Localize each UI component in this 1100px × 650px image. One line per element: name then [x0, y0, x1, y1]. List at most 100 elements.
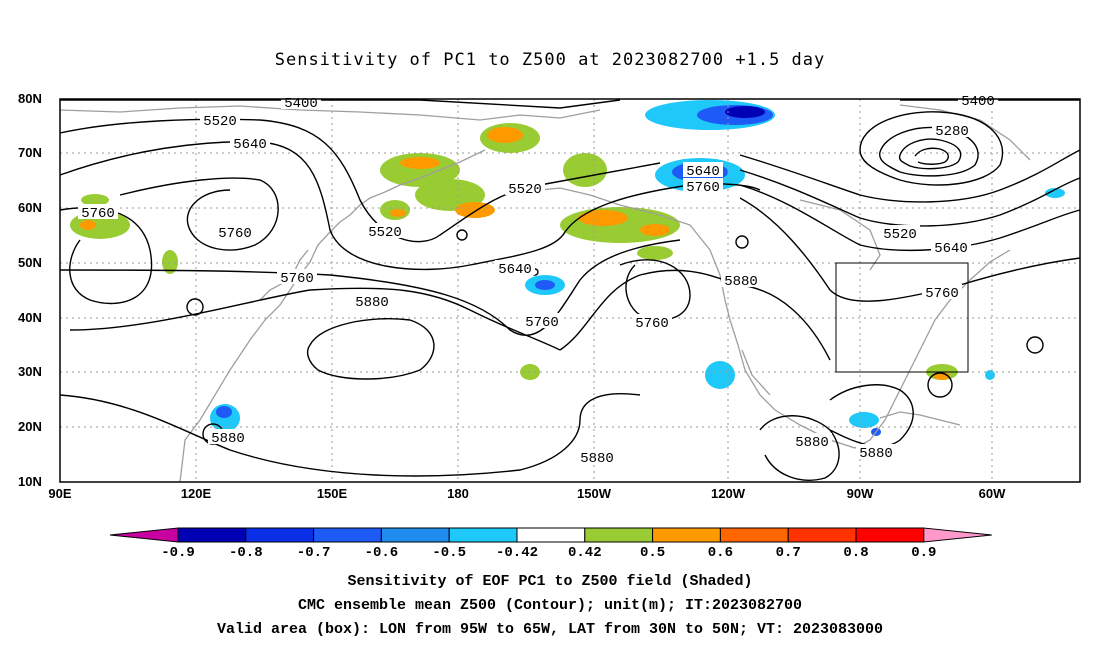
colorbar-bin: [380, 527, 450, 543]
caption-line-1: Sensitivity of EOF PC1 to Z500 field (Sh…: [347, 573, 753, 590]
colorbar-label: -0.8: [228, 545, 263, 561]
shade-negative: [705, 361, 735, 389]
coast-alaska: [539, 187, 739, 346]
contour-label-bg: [365, 223, 405, 238]
colorbar-label: -0.5: [432, 545, 466, 561]
colorbar-extend-low: [109, 527, 179, 543]
contour-label: 5640: [686, 164, 720, 180]
lat-tick-label: 80N: [18, 91, 42, 106]
shade-positive: [390, 209, 406, 217]
lat-tick-label: 40N: [18, 310, 42, 325]
shade-negative: [535, 280, 555, 290]
contour-label-bg: [932, 122, 972, 137]
contour-label: 5880: [580, 451, 614, 467]
colorbar-label: -0.42: [495, 545, 539, 561]
contour-label: 5760: [218, 226, 252, 242]
contour-5760: [59, 239, 681, 337]
colorbar-label: 0.42: [567, 545, 602, 561]
coast-hudson: [799, 199, 881, 271]
contour-5760: [119, 177, 279, 251]
colorbar-label: 0.9: [911, 545, 937, 561]
contour-label: 5880: [355, 295, 389, 311]
contour-label: 5640: [934, 241, 968, 257]
caption-line-3: Valid area (box): LON from 95W to 65W, L…: [216, 621, 884, 638]
shade-positive: [400, 157, 440, 169]
lat-tick-label: 10N: [18, 474, 42, 489]
contour-5880: [69, 287, 561, 351]
contour-5400: [739, 149, 1081, 203]
shade-negative: [725, 106, 765, 118]
contour-label-bg: [78, 204, 118, 219]
lat-tick-label: 70N: [18, 145, 42, 160]
shade-positive: [640, 224, 670, 236]
colorbar-bin: [448, 527, 518, 543]
contour-label: 5880: [724, 274, 758, 290]
contour-label: 5880: [211, 431, 245, 447]
colorbar-bin: [516, 527, 586, 543]
colorbar-bin: [584, 527, 654, 543]
contour-label-bg: [215, 224, 255, 239]
contour-label: 5880: [859, 446, 893, 462]
contour-label-bg: [683, 162, 723, 177]
shade-positive: [487, 127, 523, 143]
grid: [60, 99, 1080, 482]
contour-label: 5520: [508, 182, 542, 198]
colorbar-label: 0.7: [775, 545, 801, 561]
contour-label-bg: [721, 272, 761, 287]
contour-label: 5520: [368, 225, 402, 241]
colorbar-bin: [855, 527, 925, 543]
contour-label-bg: [208, 429, 248, 444]
contour-label: 5400: [284, 96, 318, 112]
valid-area-box: [835, 262, 969, 373]
colorbar-label: 0.8: [843, 545, 869, 561]
shade-positive: [563, 153, 607, 187]
contour-label-bg: [200, 112, 240, 127]
colorbar-label: -0.9: [161, 545, 195, 561]
contour-5640: [739, 184, 1081, 251]
lon-tick-label: 150W: [577, 486, 611, 501]
shade-positive: [162, 250, 178, 274]
lat-tick-label: 50N: [18, 255, 42, 270]
colorbar-bin: [313, 527, 382, 543]
contour-label-bg: [505, 180, 545, 195]
contour-label-bg: [230, 135, 270, 150]
contour-label: 5520: [883, 227, 917, 243]
lat-tick-label: 20N: [18, 419, 42, 434]
contour-5880: [59, 393, 641, 477]
shade-positive: [637, 246, 673, 260]
contour-label: 5760: [81, 206, 115, 222]
contour-label-bg: [495, 260, 535, 275]
shade-positive: [455, 202, 495, 218]
contour-5880: [759, 415, 840, 481]
contour-label: 5760: [925, 286, 959, 302]
contour-label: 5760: [635, 316, 669, 332]
colorbar-label: 0.5: [639, 545, 666, 561]
lon-tick-label: 180: [447, 486, 469, 501]
shade-positive: [81, 194, 109, 206]
colorbar-bin: [245, 527, 315, 543]
contour-labels: 5400 5400 5520 5520 5520 5520 5640 5640 5640 5640…: [78, 92, 998, 467]
coast-arctic: [59, 105, 601, 121]
contour-label-bg: [931, 239, 971, 254]
lon-tick-label: 120W: [711, 486, 745, 501]
contour-closed: [735, 235, 749, 249]
contour-closed: [456, 229, 468, 241]
contour-label-bg: [856, 444, 896, 459]
shade-negative: [216, 406, 232, 418]
colorbar-bin: [787, 527, 857, 543]
colorbar-bin: [177, 527, 247, 543]
shade-negative: [1045, 188, 1065, 198]
contour-5400: [60, 99, 621, 109]
contour-label: 5760: [280, 271, 314, 287]
lon-tick-label: 60W: [978, 486, 1006, 501]
colorbar-label: -0.6: [364, 545, 399, 561]
shade-positive: [578, 210, 628, 226]
contour-closed: [186, 298, 204, 316]
contour-label-bg: [792, 433, 832, 448]
contour-closed: [927, 372, 953, 398]
colorbar: [109, 527, 992, 543]
shade-negative: [985, 370, 995, 380]
lon-tick-label: 150E: [316, 486, 348, 501]
contour-label-bg: [880, 225, 920, 240]
